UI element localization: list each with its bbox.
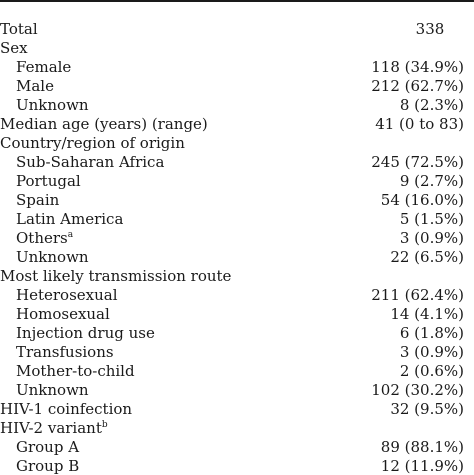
table-row-group-a: Group A 89 (88.1%) bbox=[0, 438, 474, 456]
row-label-text: HIV-2 variant bbox=[0, 419, 102, 437]
row-value: 41 (0 to 83) bbox=[375, 115, 464, 133]
table-row-transfusions: Transfusions 3 (0.9%) bbox=[0, 343, 474, 361]
row-label: Female bbox=[16, 58, 72, 76]
table-row-sex-unknown: Unknown 8 (2.3%) bbox=[0, 96, 474, 114]
row-label: Total bbox=[0, 20, 38, 38]
row-label: Portugal bbox=[16, 172, 81, 190]
row-value: 89 (88.1%) bbox=[380, 438, 464, 456]
row-label: Male bbox=[16, 77, 54, 95]
table-row-origin: Country/region of origin bbox=[0, 134, 474, 152]
table-row-injection-drug-use: Injection drug use 6 (1.8%) bbox=[0, 324, 474, 342]
row-label: Group B bbox=[16, 457, 80, 475]
row-label: Transfusions bbox=[16, 343, 114, 361]
table-row-portugal: Portugal 9 (2.7%) bbox=[0, 172, 474, 190]
table-row-hiv2-variant: HIV-2 variantb bbox=[0, 419, 474, 437]
row-label: Sex bbox=[0, 39, 28, 57]
table-row-heterosexual: Heterosexual 211 (62.4%) bbox=[0, 286, 474, 304]
table-row-group-b: Group B 12 (11.9%) bbox=[0, 457, 474, 475]
row-value: 3 (0.9%) bbox=[399, 343, 464, 361]
table-row-transmission-route: Most likely transmission route bbox=[0, 267, 474, 285]
row-label: Spain bbox=[16, 191, 60, 209]
row-label: Othersa bbox=[16, 229, 73, 247]
row-value: 118 (34.9%) bbox=[371, 58, 464, 76]
row-value: 3 (0.9%) bbox=[399, 229, 464, 247]
table-row-origin-unknown: Unknown 22 (6.5%) bbox=[0, 248, 474, 266]
row-label: Unknown bbox=[16, 381, 89, 399]
row-label-text: Others bbox=[16, 229, 68, 247]
table-row-latin-america: Latin America 5 (1.5%) bbox=[0, 210, 474, 228]
row-label: Mother-to-child bbox=[16, 362, 135, 380]
table-top-rule bbox=[0, 0, 474, 2]
footnote-marker: a bbox=[67, 230, 74, 240]
row-label: Homosexual bbox=[16, 305, 110, 323]
row-label: HIV-2 variantb bbox=[0, 419, 108, 437]
table-row-others: Othersa 3 (0.9%) bbox=[0, 229, 474, 247]
row-value: 8 (2.3%) bbox=[399, 96, 464, 114]
row-value: 32 (9.5%) bbox=[390, 400, 464, 418]
table-row-mother-to-child: Mother-to-child 2 (0.6%) bbox=[0, 362, 474, 380]
row-label: Sub-Saharan Africa bbox=[16, 153, 165, 171]
row-label: Injection drug use bbox=[16, 324, 155, 342]
table-row-total: Total 338 bbox=[0, 20, 474, 38]
row-value: 5 (1.5%) bbox=[399, 210, 464, 228]
row-value: 245 (72.5%) bbox=[371, 153, 464, 171]
footnote-marker: b bbox=[101, 420, 108, 430]
row-value: 211 (62.4%) bbox=[371, 286, 464, 304]
row-label: Heterosexual bbox=[16, 286, 118, 304]
row-value: 54 (16.0%) bbox=[380, 191, 464, 209]
table-row-spain: Spain 54 (16.0%) bbox=[0, 191, 474, 209]
table-row-sub-saharan-africa: Sub-Saharan Africa 245 (72.5%) bbox=[0, 153, 474, 171]
table-row-homosexual: Homosexual 14 (4.1%) bbox=[0, 305, 474, 323]
table-row-hiv1-coinfection: HIV-1 coinfection 32 (9.5%) bbox=[0, 400, 474, 418]
row-value: 102 (30.2%) bbox=[371, 381, 464, 399]
row-value: 14 (4.1%) bbox=[390, 305, 464, 323]
row-label: Unknown bbox=[16, 96, 89, 114]
row-value: 6 (1.8%) bbox=[399, 324, 464, 342]
row-label: Country/region of origin bbox=[0, 134, 185, 152]
row-value: 22 (6.5%) bbox=[390, 248, 464, 266]
table-row-female: Female 118 (34.9%) bbox=[0, 58, 474, 76]
row-label: Latin America bbox=[16, 210, 124, 228]
row-value: 338 bbox=[415, 20, 445, 38]
row-label: HIV-1 coinfection bbox=[0, 400, 133, 418]
row-value: 212 (62.7%) bbox=[371, 77, 464, 95]
table-row-median-age: Median age (years) (range) 41 (0 to 83) bbox=[0, 115, 474, 133]
row-label: Most likely transmission route bbox=[0, 267, 232, 285]
table-row-male: Male 212 (62.7%) bbox=[0, 77, 474, 95]
row-value: 9 (2.7%) bbox=[399, 172, 464, 190]
row-value: 12 (11.9%) bbox=[380, 457, 464, 475]
table-row-route-unknown: Unknown 102 (30.2%) bbox=[0, 381, 474, 399]
row-value: 2 (0.6%) bbox=[399, 362, 464, 380]
row-label: Unknown bbox=[16, 248, 89, 266]
table-row-sex: Sex bbox=[0, 39, 474, 57]
row-label: Group A bbox=[16, 438, 80, 456]
row-label: Median age (years) (range) bbox=[0, 115, 208, 133]
